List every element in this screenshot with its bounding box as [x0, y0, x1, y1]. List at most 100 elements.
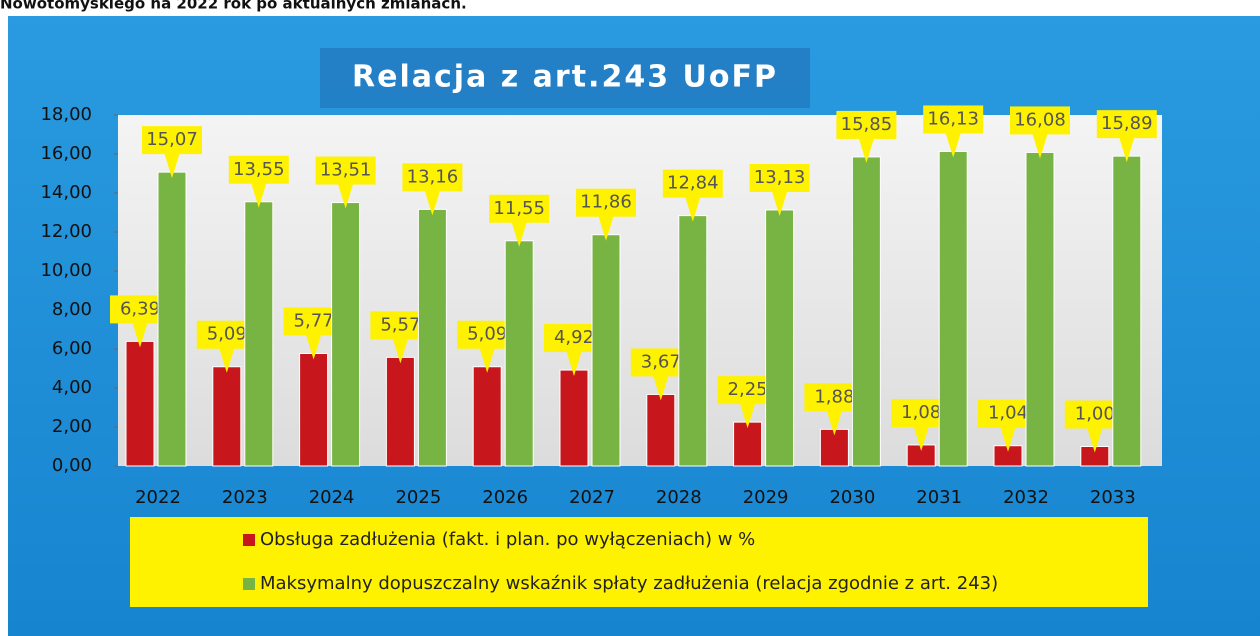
value-label-box	[836, 110, 897, 139]
value-label: 6,39	[120, 298, 160, 319]
y-tick-label: 0,00	[52, 455, 92, 476]
bar	[385, 356, 415, 467]
value-label: 1,04	[988, 403, 1028, 424]
bar	[504, 240, 534, 467]
y-tick-label: 16,00	[40, 143, 92, 164]
label-pointer	[218, 346, 235, 373]
x-tick-label: 2032	[1003, 487, 1049, 508]
label-pointer	[945, 131, 962, 158]
bar	[125, 340, 155, 467]
value-label-box	[228, 155, 289, 184]
y-tick-label: 2,00	[52, 416, 92, 437]
value-label-box	[749, 163, 810, 192]
legend-label: Obsługa zadłużenia (fakt. i plan. po wył…	[260, 529, 755, 550]
bar	[591, 234, 621, 467]
value-label: 5,09	[207, 324, 247, 345]
label-pointer	[250, 181, 267, 208]
value-label: 11,55	[493, 198, 545, 219]
value-label-box	[576, 188, 636, 217]
legend	[130, 517, 1148, 607]
bar	[1025, 151, 1055, 467]
label-pointer	[424, 189, 441, 216]
value-label: 13,51	[320, 160, 372, 181]
value-label: 13,55	[233, 159, 285, 180]
bar	[646, 393, 676, 467]
y-tick-label: 18,00	[40, 104, 92, 125]
title-box	[320, 48, 810, 108]
x-tick-label: 2028	[656, 487, 702, 508]
value-label: 13,13	[754, 167, 806, 188]
label-pointer	[479, 346, 496, 373]
x-tick-label: 2024	[309, 487, 355, 508]
y-tick-label: 12,00	[40, 221, 92, 242]
x-tick-label: 2031	[916, 487, 962, 508]
x-tick-label: 2029	[743, 487, 789, 508]
label-pointer	[1032, 132, 1048, 159]
label-pointer	[858, 136, 875, 163]
x-tick-label: 2023	[222, 487, 268, 508]
value-label: 15,07	[146, 129, 198, 150]
y-tick-label: 8,00	[52, 299, 92, 320]
value-label: 12,84	[667, 173, 719, 194]
bar	[299, 352, 329, 467]
bar	[157, 171, 187, 467]
label-pointer	[1118, 136, 1135, 163]
value-label-box	[662, 169, 723, 198]
label-pointer	[337, 182, 354, 209]
bar	[851, 156, 881, 467]
value-label: 5,57	[380, 314, 420, 335]
bar	[765, 209, 795, 467]
label-pointer	[771, 189, 788, 216]
value-label: 1,08	[901, 402, 941, 423]
label-pointer	[305, 333, 322, 360]
label-pointer	[739, 402, 756, 429]
label-pointer	[511, 220, 528, 247]
value-label-box	[1010, 106, 1070, 135]
x-tick-label: 2030	[829, 487, 875, 508]
label-pointer	[684, 195, 701, 222]
legend-swatch	[243, 534, 255, 546]
y-tick-label: 6,00	[52, 338, 92, 359]
bar	[559, 369, 589, 467]
label-pointer	[1000, 425, 1016, 452]
value-label-box	[402, 163, 463, 192]
value-label-box	[1096, 110, 1157, 139]
value-label: 3,67	[641, 351, 681, 372]
chart-title: Relacja z art.243 UoFP	[352, 60, 778, 95]
value-label: 2,25	[728, 379, 768, 400]
x-tick-label: 2022	[135, 487, 181, 508]
label-pointer	[132, 321, 148, 348]
value-label: 16,08	[1014, 109, 1066, 130]
value-label: 1,88	[814, 386, 854, 407]
x-tick-label: 2027	[569, 487, 615, 508]
caption: Nowotomyskiego na 2022 rok po aktualnych…	[0, 0, 467, 13]
label-pointer	[164, 152, 180, 179]
bar	[1112, 155, 1142, 467]
bar	[678, 215, 708, 467]
value-label: 11,86	[580, 192, 632, 213]
y-tick-label: 14,00	[40, 182, 92, 203]
label-pointer	[826, 409, 843, 436]
bar	[417, 208, 447, 467]
bar	[733, 421, 763, 467]
value-label: 4,92	[554, 327, 594, 348]
value-label: 15,89	[1101, 113, 1153, 134]
label-pointer	[913, 424, 930, 451]
value-label: 1,00	[1075, 404, 1115, 425]
legend-swatch	[243, 578, 255, 590]
y-tick-label: 10,00	[40, 260, 92, 281]
x-tick-label: 2026	[482, 487, 528, 508]
value-label-box	[489, 194, 550, 223]
label-pointer	[598, 214, 614, 241]
x-tick-label: 2025	[395, 487, 441, 508]
value-label-box	[923, 105, 984, 134]
bar	[212, 366, 242, 467]
legend-label: Maksymalny dopuszczalny wskaźnik spłaty …	[260, 573, 998, 594]
value-label-box	[142, 126, 202, 155]
value-label: 5,77	[294, 310, 334, 331]
value-label-box	[315, 156, 376, 185]
label-pointer	[392, 337, 409, 364]
value-label: 16,13	[927, 108, 979, 129]
value-label: 15,85	[841, 114, 893, 135]
